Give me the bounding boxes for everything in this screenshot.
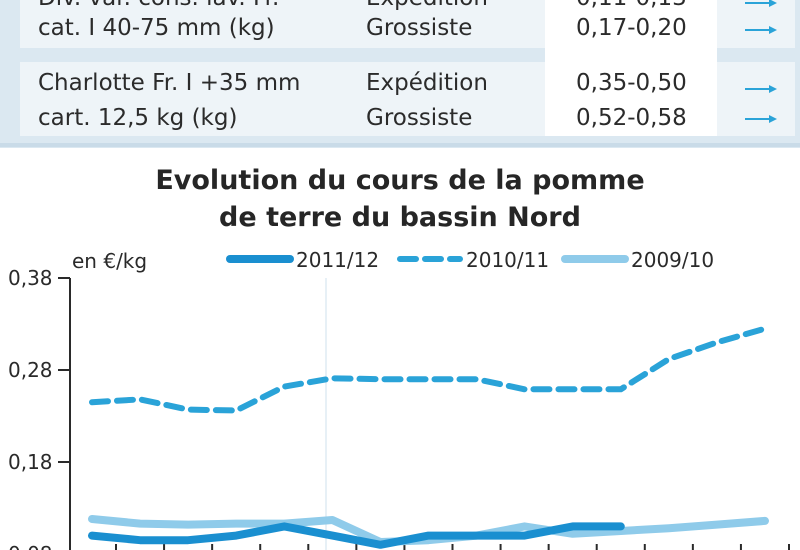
x-axis-ticks (115, 544, 790, 550)
legend-label: 2009/10 (631, 248, 714, 272)
price-value: 0,17-0,20 (576, 15, 687, 41)
right-arrow-icon[interactable] (745, 84, 777, 94)
price-value: 0,52-0,58 (576, 105, 687, 131)
legend-label: 2011/12 (296, 248, 379, 272)
table-divider (0, 143, 800, 147)
chart-title-line1: Evolution du cours de la pomme (155, 165, 645, 196)
stage-label: Expédition (366, 70, 488, 96)
legend-label: 2010/11 (466, 248, 549, 272)
chart-title-line2: de terre du bassin Nord (219, 202, 581, 233)
chart-panel: Evolution du cours de la pomme de terre … (0, 152, 800, 550)
price-value: 0,35-0,50 (576, 70, 687, 96)
series-line-2010-11 (89, 325, 768, 414)
legend: 2011/12 2010/11 2009/10 (226, 248, 714, 272)
series-line-2009-10 (88, 515, 769, 546)
product-name-line2: cat. I 40-75 mm (kg) (38, 15, 275, 41)
y-tick-label: 0,08 (8, 542, 53, 550)
stage-label: Expédition (366, 0, 488, 13)
price-column (545, 0, 717, 136)
right-arrow-icon[interactable] (745, 114, 777, 124)
stage-label: Grossiste (366, 105, 473, 131)
y-tick-label: 0,38 (8, 266, 53, 290)
product-name-line2: cart. 12,5 kg (kg) (38, 105, 238, 131)
y-axis-label: en €/kg (72, 249, 147, 273)
product-name-line1: Charlotte Fr. I +35 mm (38, 70, 301, 96)
stage-label: Grossiste (366, 15, 473, 41)
series-line-2011-12 (88, 522, 625, 549)
series-layer (88, 325, 769, 549)
price-table: Div. var. cons. lav. Fr. cat. I 40-75 mm… (0, 0, 800, 148)
right-arrow-icon[interactable] (745, 25, 777, 35)
y-tick-label: 0,18 (8, 450, 53, 474)
right-arrow-icon[interactable] (745, 0, 777, 8)
price-value: 0,11-0,13 (576, 0, 687, 13)
product-name-line1: Div. var. cons. lav. Fr. (38, 0, 279, 13)
y-axis: 0,38 0,28 0,18 0,08 (8, 266, 71, 550)
y-tick-label: 0,28 (8, 358, 53, 382)
